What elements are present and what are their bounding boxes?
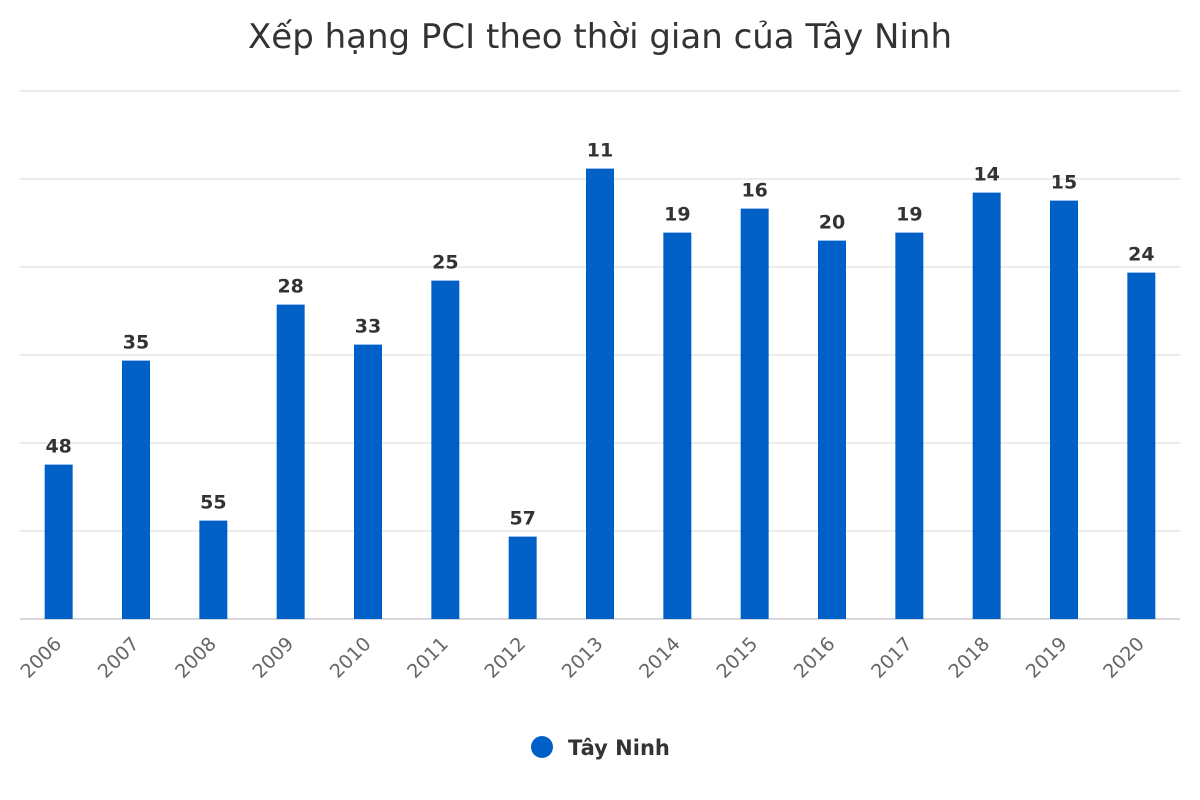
- data-label-2009: 28: [277, 276, 303, 298]
- data-label-2019: 15: [1051, 172, 1077, 194]
- data-label-2015: 16: [741, 180, 767, 202]
- data-labels: 48 35 55 28 33 25 57 11 19 16 20 19 14 15 24: [45, 140, 1154, 530]
- x-tick-label-2010: 2010: [326, 633, 376, 683]
- bar-2009[interactable]: [276, 304, 305, 619]
- data-label-2013: 11: [587, 140, 613, 162]
- bar-2011[interactable]: [431, 280, 460, 619]
- x-tick-label-2013: 2013: [558, 633, 608, 683]
- data-label-2017: 19: [896, 204, 922, 226]
- x-tick-label-2019: 2019: [1022, 633, 1072, 683]
- x-tick-label-2011: 2011: [403, 633, 453, 683]
- bar-2010[interactable]: [354, 344, 382, 619]
- data-label-2007: 35: [123, 332, 149, 354]
- bar-2014[interactable]: [663, 232, 692, 619]
- x-tick-label-2007: 2007: [94, 633, 144, 683]
- legend[interactable]: Tây Ninh: [531, 736, 670, 760]
- x-tick-label-2018: 2018: [944, 633, 994, 683]
- legend-marker-icon[interactable]: [531, 736, 553, 758]
- x-tick-label-2020: 2020: [1099, 633, 1149, 683]
- data-label-2014: 19: [664, 204, 690, 226]
- x-axis-ticks: 2006 2007 2008 2009 2010 2011 2012 2013 2014 2015…: [16, 633, 1148, 683]
- bar-2019[interactable]: [1050, 200, 1078, 619]
- x-tick-label-2006: 2006: [16, 633, 66, 683]
- x-tick-label-2014: 2014: [635, 633, 685, 683]
- bar-2018[interactable]: [972, 192, 1001, 619]
- x-tick-label-2017: 2017: [867, 633, 917, 683]
- bar-2016[interactable]: [818, 240, 846, 619]
- bar-2017[interactable]: [895, 232, 924, 619]
- data-label-2020: 24: [1128, 244, 1154, 266]
- bar-2007[interactable]: [122, 360, 150, 619]
- legend-label[interactable]: Tây Ninh: [568, 736, 670, 760]
- data-label-2016: 20: [819, 212, 845, 234]
- chart-title: Xếp hạng PCI theo thời gian của Tây Ninh: [248, 17, 952, 57]
- bar-2020[interactable]: [1127, 272, 1156, 619]
- data-label-2006: 48: [45, 436, 71, 458]
- x-tick-label-2016: 2016: [790, 633, 840, 683]
- bar-2015[interactable]: [740, 208, 769, 619]
- data-label-2008: 55: [200, 492, 226, 514]
- bar-2008[interactable]: [199, 520, 228, 619]
- data-label-2010: 33: [355, 316, 381, 338]
- bar-2012[interactable]: [508, 536, 537, 619]
- x-tick-label-2012: 2012: [480, 633, 530, 683]
- x-tick-label-2015: 2015: [712, 633, 762, 683]
- bar-2013[interactable]: [586, 168, 614, 619]
- x-tick-label-2009: 2009: [248, 633, 298, 683]
- data-label-2012: 57: [509, 508, 535, 530]
- x-tick-label-2008: 2008: [171, 633, 221, 683]
- bar-2006[interactable]: [44, 464, 73, 619]
- data-label-2011: 25: [432, 252, 458, 274]
- data-label-2018: 14: [973, 164, 999, 186]
- bars: [44, 168, 1156, 619]
